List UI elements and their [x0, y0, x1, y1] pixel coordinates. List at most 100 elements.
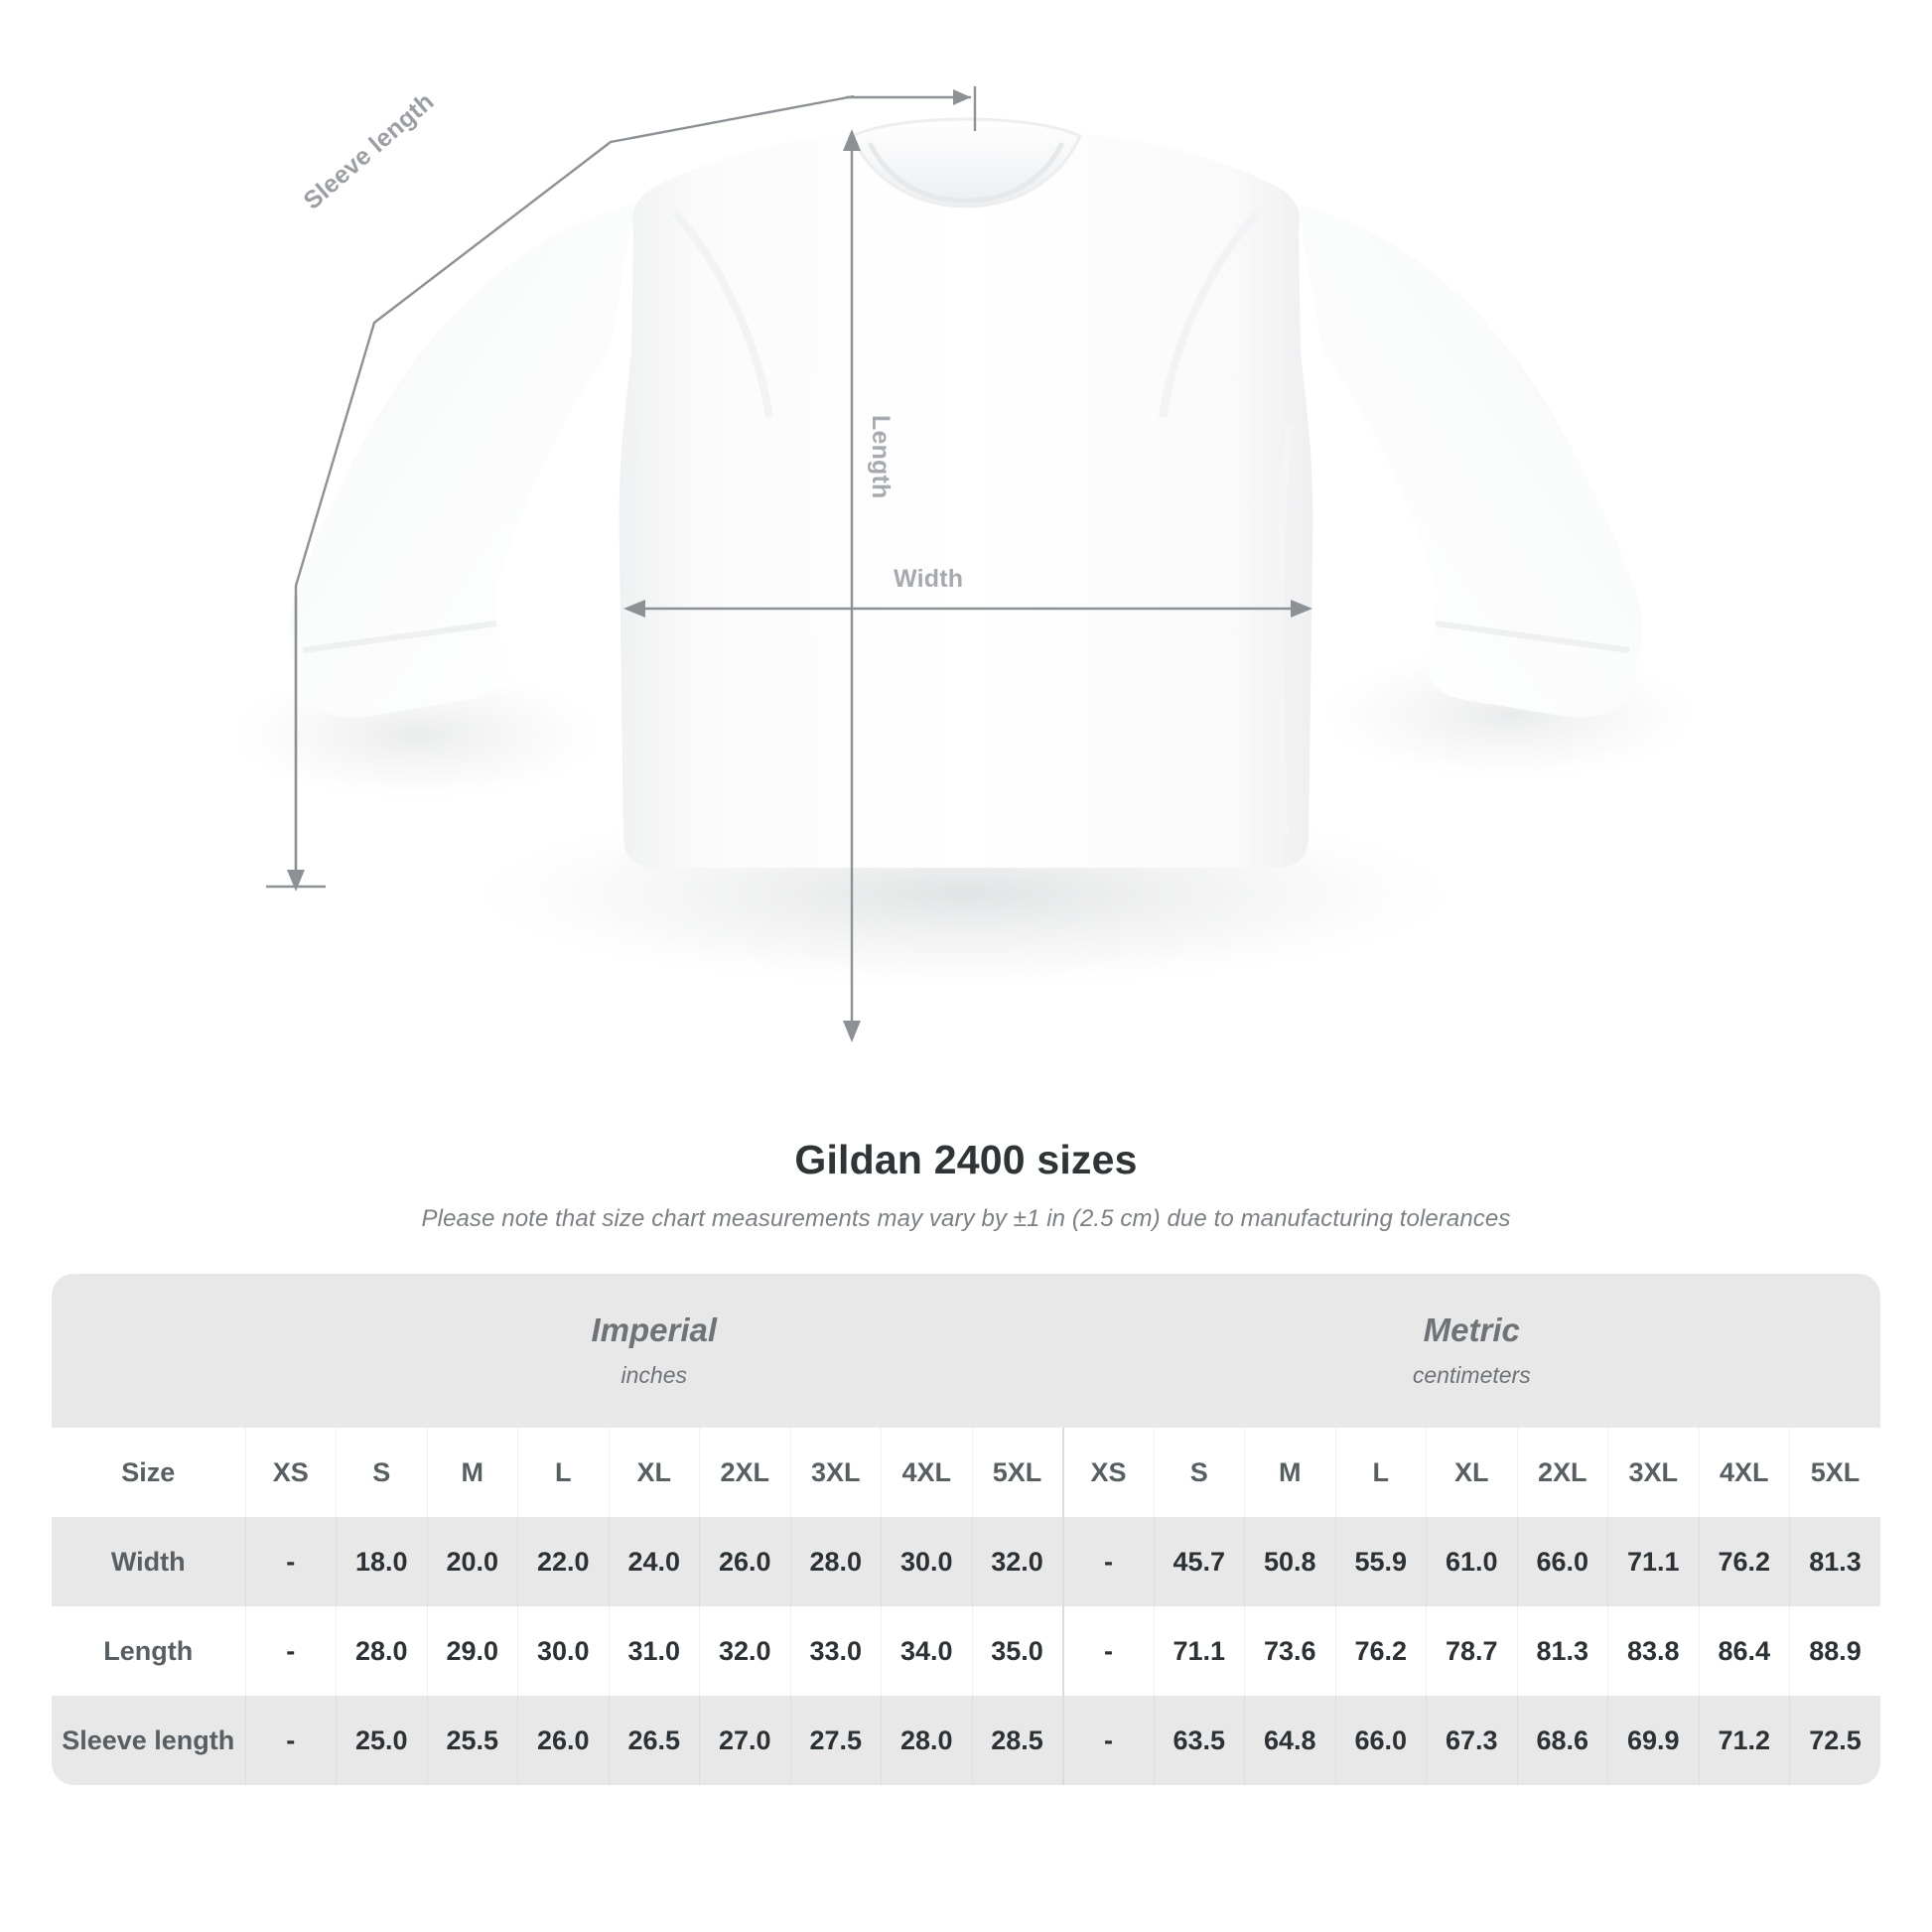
length-arrowhead-bottom	[843, 1021, 861, 1042]
fold-sleeve-right-cuff	[1435, 621, 1630, 653]
cell-length-metric-l: 76.2	[1334, 1606, 1427, 1696]
width-arrowhead-left	[623, 600, 645, 618]
cell-width-metric-3xl: 71.1	[1607, 1517, 1699, 1606]
title-block: Gildan 2400 sizes Please note that size …	[0, 1137, 1932, 1233]
cell-sleeve-length-imperial-l: 26.0	[517, 1696, 609, 1785]
sleeve-top-arrowhead	[953, 89, 971, 105]
cell-sleeve-length-metric-l: 66.0	[1334, 1696, 1427, 1785]
measurement-guides	[266, 86, 1312, 1042]
size-header-metric-l: L	[1334, 1428, 1427, 1517]
cell-width-metric-4xl: 76.2	[1698, 1517, 1790, 1606]
size-header-label: Size	[52, 1428, 245, 1517]
size-header-metric-3xl: 3XL	[1607, 1428, 1699, 1517]
cell-length-metric-5xl: 88.9	[1789, 1606, 1881, 1696]
size-header-metric-4xl: 4XL	[1698, 1428, 1790, 1517]
cell-sleeve-length-metric-xl: 67.3	[1426, 1696, 1517, 1785]
cell-length-metric-3xl: 83.8	[1607, 1606, 1699, 1696]
cell-sleeve-length-imperial-2xl: 27.0	[699, 1696, 790, 1785]
table-row: Sleeve length -25.0 25.5 26.0 26.5 27.0 27.5 28…	[52, 1696, 1881, 1785]
size-header-imperial-s: S	[336, 1428, 427, 1517]
cell-width-imperial-xs: -	[244, 1517, 337, 1606]
cell-sleeve-length-imperial-m: 25.5	[426, 1696, 518, 1785]
cell-sleeve-length-imperial-xs: -	[244, 1696, 337, 1785]
cell-sleeve-length-metric-5xl: 72.5	[1789, 1696, 1881, 1785]
fold-left-side	[639, 426, 656, 835]
cell-sleeve-length-metric-m: 64.8	[1244, 1696, 1335, 1785]
cell-width-metric-xl: 61.0	[1426, 1517, 1517, 1606]
size-header-imperial-2xl: 2XL	[699, 1428, 790, 1517]
cell-sleeve-length-metric-3xl: 69.9	[1607, 1696, 1699, 1785]
cell-width-imperial-m: 20.0	[426, 1517, 518, 1606]
garment-svg	[218, 86, 1708, 1042]
cell-width-metric-2xl: 66.0	[1516, 1517, 1608, 1606]
cell-length-metric-m: 73.6	[1244, 1606, 1335, 1696]
cell-length-metric-xs: -	[1061, 1606, 1154, 1696]
size-header-imperial-xl: XL	[608, 1428, 700, 1517]
size-table-wrapper: Imperial inches Metric centimeters Size XS S M L…	[52, 1274, 1881, 1785]
cell-length-imperial-5xl: 35.0	[971, 1606, 1063, 1696]
size-header-row: Size XS S M L XL 2XL 3XL 4XL 5XL XS S M L XL 2XL 3XL 4XL 5…	[52, 1428, 1881, 1517]
unit-row-spacer	[52, 1274, 245, 1428]
cell-width-metric-m: 50.8	[1244, 1517, 1335, 1606]
cell-length-imperial-xl: 31.0	[608, 1606, 700, 1696]
measurement-label-width: Width	[52, 1517, 245, 1606]
cell-sleeve-length-imperial-5xl: 28.5	[971, 1696, 1063, 1785]
cell-length-imperial-xs: -	[244, 1606, 337, 1696]
cell-sleeve-length-metric-4xl: 71.2	[1698, 1696, 1790, 1785]
garment-illustration: Sleeve length Length Width	[218, 86, 1708, 1042]
size-chart-table: Imperial inches Metric centimeters Size XS S M L…	[52, 1274, 1881, 1785]
cell-width-imperial-2xl: 26.0	[699, 1517, 790, 1606]
cell-length-metric-4xl: 86.4	[1698, 1606, 1790, 1696]
unit-group-subtitle: inches	[621, 1362, 687, 1389]
cell-width-imperial-xl: 24.0	[608, 1517, 700, 1606]
size-header-metric-2xl: 2XL	[1516, 1428, 1608, 1517]
size-header-metric-m: M	[1244, 1428, 1335, 1517]
cell-width-imperial-l: 22.0	[517, 1517, 609, 1606]
cell-width-imperial-4xl: 30.0	[881, 1517, 972, 1606]
size-header-metric-xs: XS	[1061, 1428, 1154, 1517]
cell-width-metric-l: 55.9	[1334, 1517, 1427, 1606]
width-dimension-label: Width	[894, 565, 964, 593]
cell-width-metric-s: 45.7	[1153, 1517, 1245, 1606]
size-header-imperial-l: L	[517, 1428, 609, 1517]
measurement-label-sleeve-length: Sleeve length	[52, 1696, 245, 1785]
cell-length-imperial-l: 30.0	[517, 1606, 609, 1696]
right-sleeve	[1297, 204, 1643, 718]
sleeve-bottom-arrowhead	[287, 870, 305, 892]
page-title: Gildan 2400 sizes	[794, 1137, 1138, 1182]
size-header-metric-s: S	[1153, 1428, 1245, 1517]
size-header-metric-xl: XL	[1426, 1428, 1517, 1517]
collar-inner	[867, 141, 1065, 204]
cell-length-metric-xl: 78.7	[1426, 1606, 1517, 1696]
cell-sleeve-length-metric-s: 63.5	[1153, 1696, 1245, 1785]
cell-sleeve-length-metric-2xl: 68.6	[1516, 1696, 1608, 1785]
garment-shape	[289, 117, 1643, 868]
unit-group-row: Imperial inches Metric centimeters	[52, 1274, 1881, 1428]
unit-group-metric: Metric centimeters	[1062, 1274, 1881, 1428]
length-arrowhead-top	[843, 129, 861, 151]
size-header-metric-5xl: 5XL	[1789, 1428, 1881, 1517]
cell-width-imperial-3xl: 28.0	[789, 1517, 882, 1606]
cell-sleeve-length-imperial-3xl: 27.5	[789, 1696, 882, 1785]
cell-length-imperial-2xl: 32.0	[699, 1606, 790, 1696]
cell-width-metric-xs: -	[1061, 1517, 1154, 1606]
fold-sleeve-left-cuff	[302, 621, 497, 653]
cell-width-imperial-s: 18.0	[336, 1517, 427, 1606]
cell-width-metric-5xl: 81.3	[1789, 1517, 1881, 1606]
width-arrowhead-right	[1291, 600, 1312, 618]
cell-sleeve-length-imperial-4xl: 28.0	[881, 1696, 972, 1785]
unit-group-imperial: Imperial inches	[245, 1274, 1063, 1428]
cell-sleeve-length-imperial-xl: 26.5	[608, 1696, 700, 1785]
size-header-imperial-m: M	[426, 1428, 518, 1517]
fold-right-shoulder	[1159, 210, 1260, 418]
cell-width-imperial-5xl: 32.0	[971, 1517, 1063, 1606]
size-header-imperial-4xl: 4XL	[881, 1428, 972, 1517]
left-sleeve	[289, 204, 635, 718]
unit-group-subtitle: centimeters	[1412, 1362, 1531, 1389]
garment-body	[619, 134, 1313, 868]
tolerance-note: Please note that size chart measurements…	[421, 1205, 1511, 1232]
table-row: Width -18.0 20.0 22.0 24.0 26.0 28.0 30.0 32.0-4…	[52, 1517, 1881, 1606]
unit-group-name: Imperial	[591, 1311, 718, 1348]
fold-right-side	[1276, 426, 1293, 835]
